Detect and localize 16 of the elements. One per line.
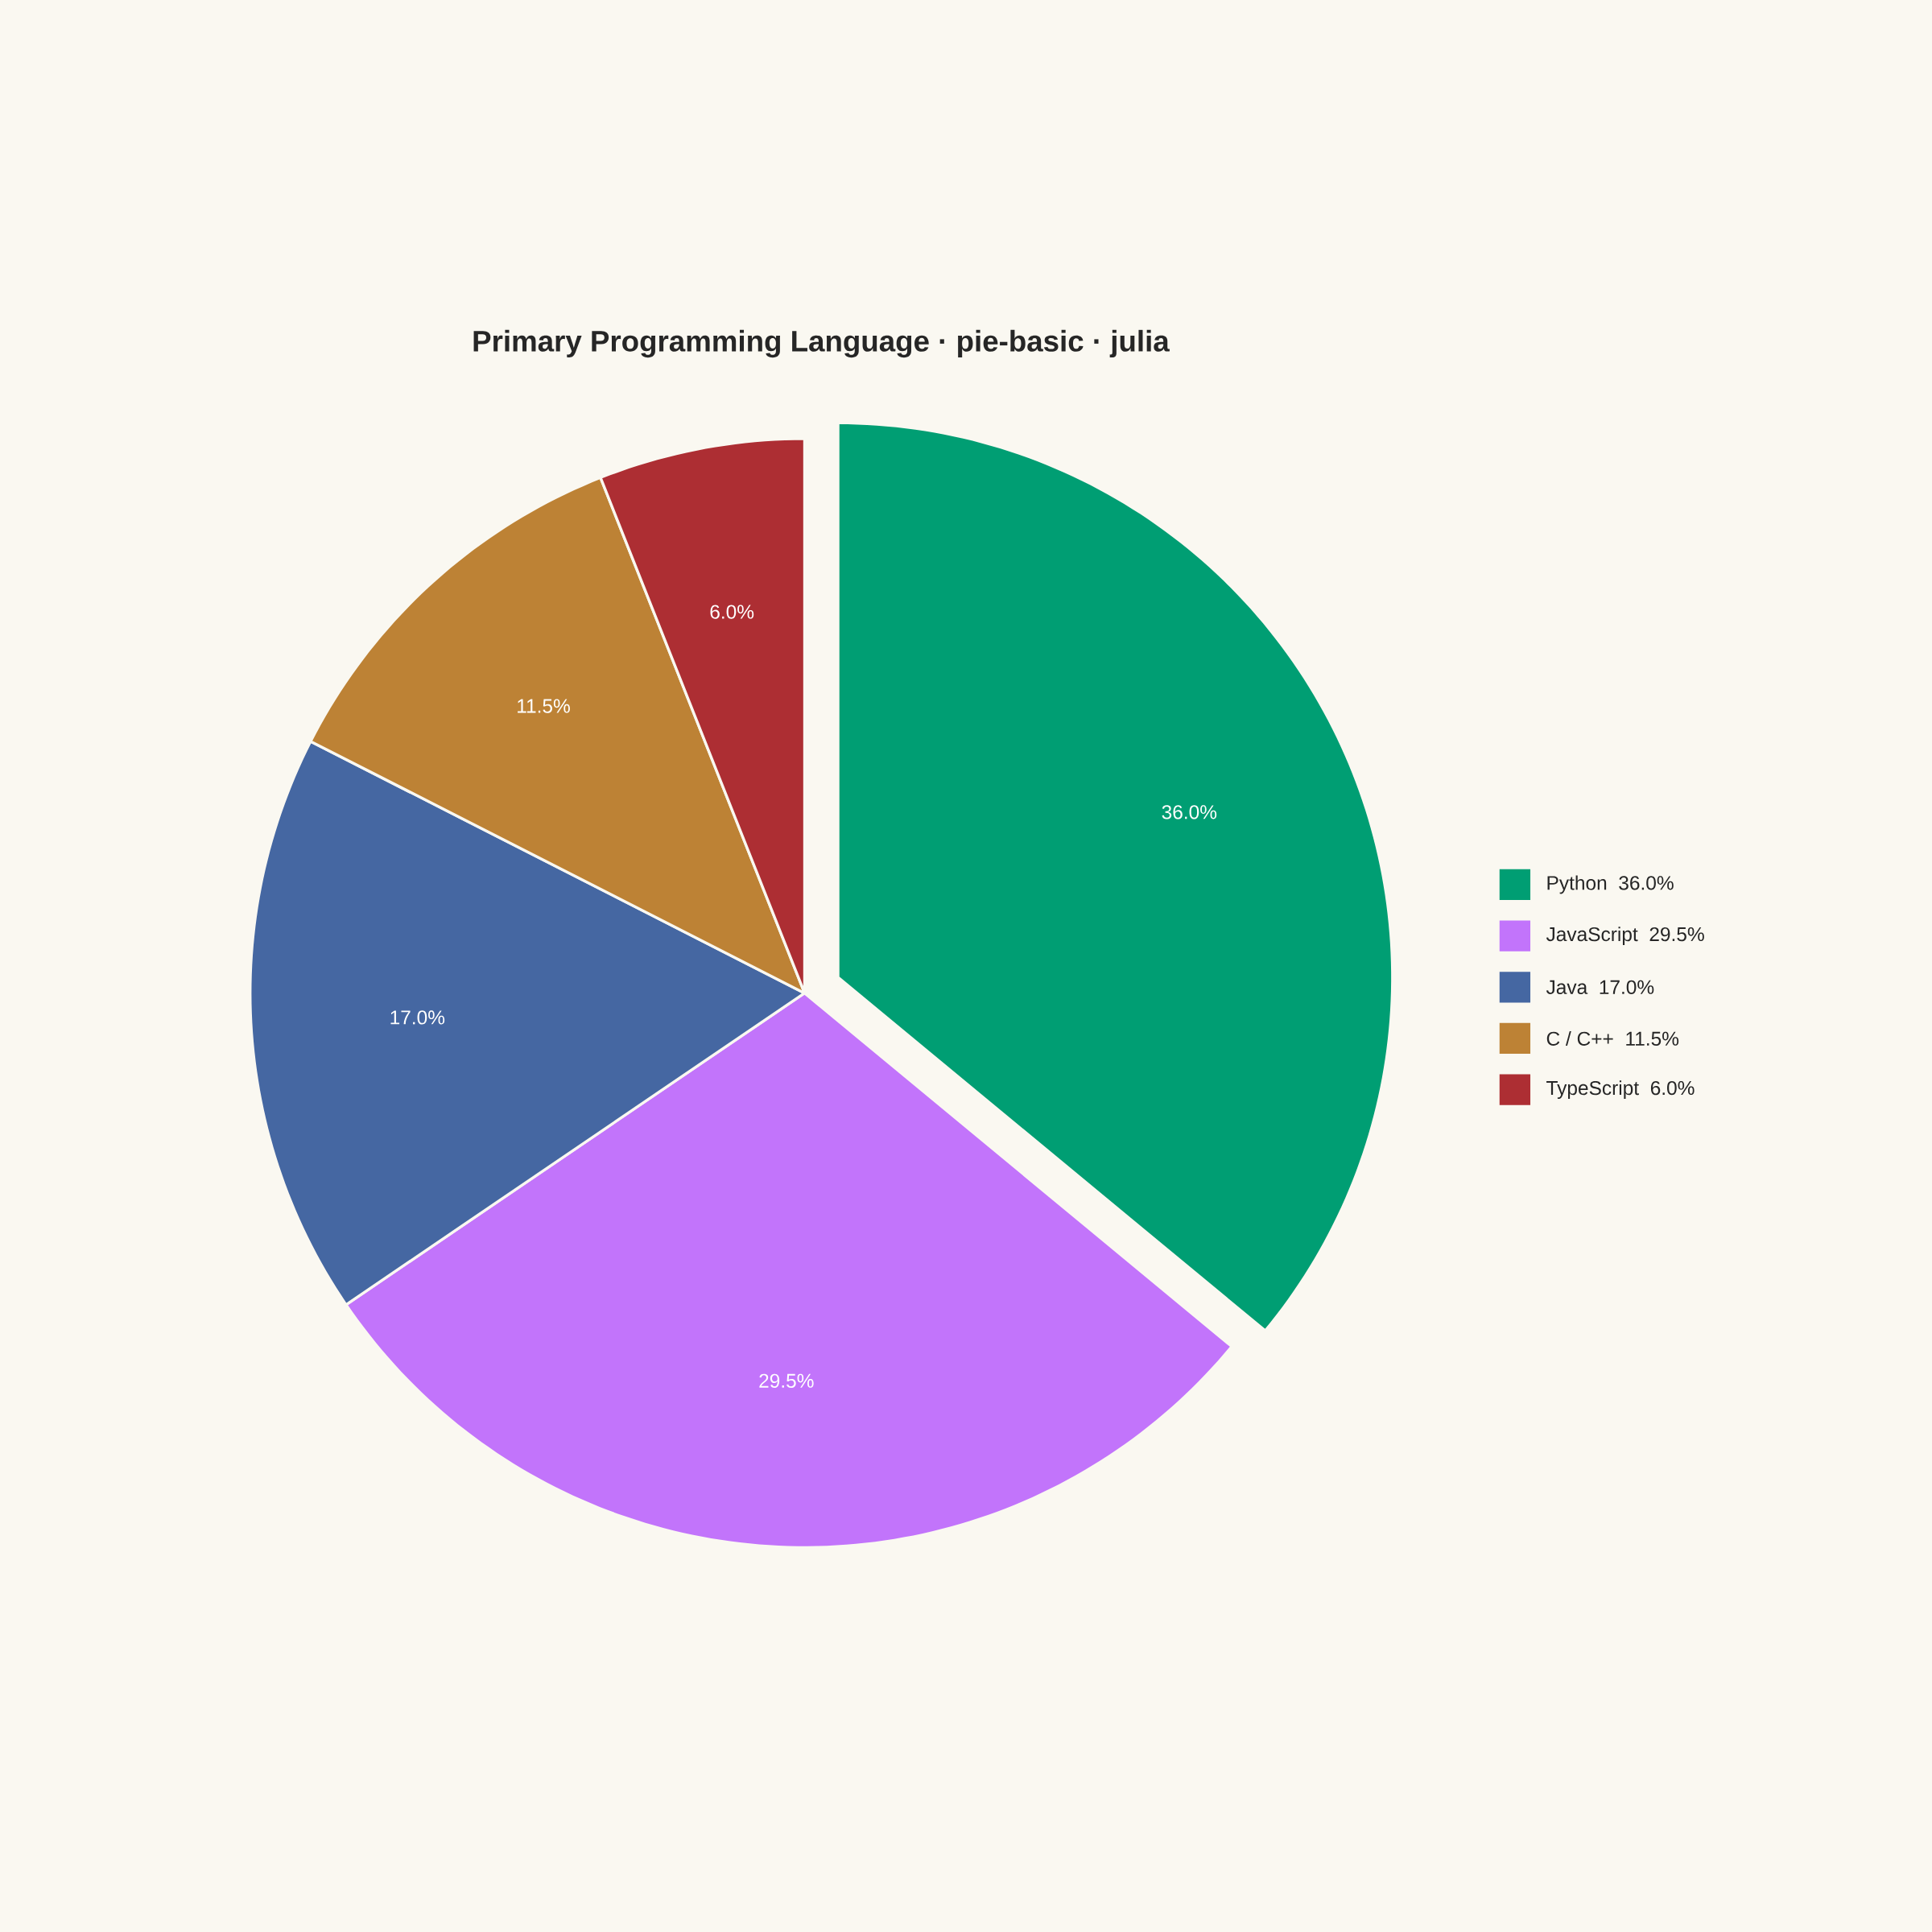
legend-label: C / C++ bbox=[1546, 1031, 1613, 1046]
data-label: 11.5% bbox=[518, 699, 570, 713]
data-label: 17.0% bbox=[390, 1010, 445, 1025]
text: 29.5% bbox=[1649, 927, 1704, 942]
text: 6.0% bbox=[1650, 1080, 1695, 1096]
legend-label: JavaScript bbox=[1546, 927, 1638, 946]
legend-label: Java bbox=[1546, 980, 1588, 994]
legend-label: Python bbox=[1547, 875, 1607, 894]
text: 11.5% bbox=[1626, 1031, 1679, 1046]
data-label: 36.0% bbox=[1162, 805, 1217, 819]
text: 36.0% bbox=[1619, 876, 1674, 890]
text: 17.0% bbox=[1600, 980, 1654, 994]
data-label: 6.0% bbox=[710, 605, 754, 619]
chart-title: Primary Programming Language · pie-basic · julia bbox=[473, 329, 1170, 358]
data-label: 29.5% bbox=[759, 1373, 814, 1388]
legend-label: TypeScript bbox=[1546, 1080, 1639, 1100]
